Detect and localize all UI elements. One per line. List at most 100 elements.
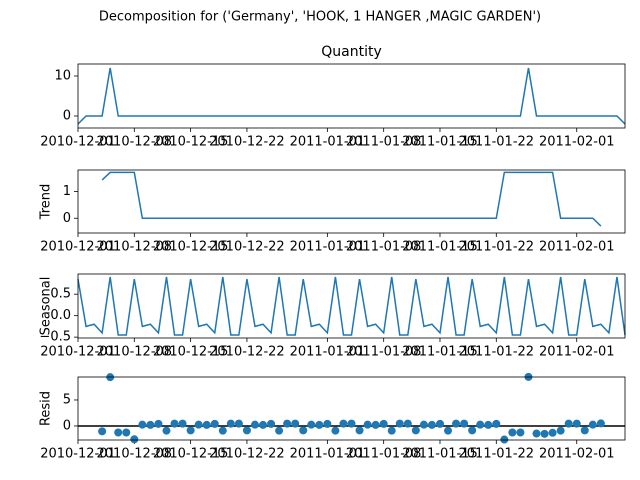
x-tick-label: 2010-12-01 [40,135,116,150]
series-line [101,171,602,227]
y-tick-label: 1 [63,184,71,199]
y-axis-label: Resid [39,391,54,426]
resid-point [242,426,251,435]
axes-frame [77,273,626,339]
resid-point [275,426,284,435]
resid-point [492,419,501,428]
resid-point [307,420,316,429]
y-tick-label: 5 [63,392,71,407]
resid-point [323,419,332,428]
resid-point [572,419,581,428]
resid-point [508,428,517,437]
y-tick-label: 0 [63,211,71,226]
resid-point [444,426,453,435]
resid-point [339,419,348,428]
x-tick-label: 2010-12-15 [153,135,229,150]
resid-point [564,419,573,428]
series-line [77,67,626,125]
resid-point [331,426,340,435]
resid-point [226,419,235,428]
x-tick-label: 2011-02-01 [539,447,615,462]
resid-point [371,420,380,429]
y-tick-label: 0 [63,109,71,124]
resid-point [355,426,364,435]
x-tick-label: 2011-02-01 [539,135,615,150]
axes-title: Quantity [321,44,382,60]
resid-point [146,420,155,429]
resid-point [347,419,356,428]
x-tick-label: 2010-12-22 [209,447,285,462]
resid-point [452,419,461,428]
resid-point [435,419,444,428]
x-tick-label: 2010-12-08 [97,345,173,360]
x-tick-label: 2011-02-01 [539,240,615,255]
x-tick-label: 2010-12-01 [40,447,116,462]
resid-point [170,419,179,428]
resid-point [596,419,605,428]
y-axis-label: Trend [39,184,54,221]
resid-point [460,419,469,428]
resid-point [154,419,163,428]
resid-point [484,420,493,429]
y-axis-label: Seasonal [39,277,54,336]
x-tick-label: 2010-12-22 [209,135,285,150]
x-tick-label: 2011-01-01 [290,345,366,360]
resid-point [516,428,525,437]
resid-point [210,419,219,428]
y-tick-label: 0.0 [50,308,71,323]
resid-point [387,426,396,435]
figure-title: Decomposition for ('Germany', 'HOOK, 1 H… [99,10,541,25]
series-line [77,276,626,336]
resid-point [476,420,485,429]
resid-point [427,420,436,429]
x-tick-label: 2011-01-22 [459,135,535,150]
x-tick-label: 2010-12-15 [153,447,229,462]
x-tick-label: 2010-12-22 [209,240,285,255]
x-tick-label: 2011-01-08 [346,447,422,462]
resid-point [130,435,139,444]
x-tick-label: 2011-01-22 [459,345,535,360]
resid-point [395,419,404,428]
x-tick-label: 2011-01-15 [402,447,478,462]
x-tick-label: 2010-12-01 [40,240,116,255]
resid-point [178,419,187,428]
resid-point [556,426,565,435]
resid-point [267,419,276,428]
x-tick-label: 2010-12-08 [97,240,173,255]
y-tick-label: 0.5 [50,287,71,302]
resid-point [194,420,203,429]
resid-point [98,427,107,436]
resid-point [234,419,243,428]
x-tick-label: 2011-01-15 [402,135,478,150]
x-tick-label: 2010-12-22 [209,345,285,360]
axes-frame [77,376,626,441]
x-tick-label: 2011-01-01 [290,135,366,150]
resid-point [299,426,308,435]
resid-point [532,429,541,438]
axes-frame [77,169,626,234]
x-tick-label: 2011-01-08 [346,345,422,360]
y-tick-label: −0.5 [39,330,71,345]
resid-point [548,428,557,437]
resid-point [315,420,324,429]
x-tick-label: 2010-12-08 [97,447,173,462]
x-tick-label: 2010-12-15 [153,345,229,360]
resid-point [291,419,300,428]
resid-point [403,419,412,428]
x-tick-label: 2011-01-01 [290,240,366,255]
resid-point [114,428,123,437]
resid-point [250,420,259,429]
resid-point [468,426,477,435]
resid-point [419,420,428,429]
resid-point [363,420,372,429]
resid-point [580,426,589,435]
x-tick-label: 2011-01-01 [290,447,366,462]
resid-point [138,420,147,429]
resid-point [218,426,227,435]
resid-point [540,429,549,438]
x-tick-label: 2011-02-01 [539,345,615,360]
resid-point [162,426,171,435]
resid-point [186,426,195,435]
resid-point [283,419,292,428]
x-tick-label: 2010-12-15 [153,240,229,255]
